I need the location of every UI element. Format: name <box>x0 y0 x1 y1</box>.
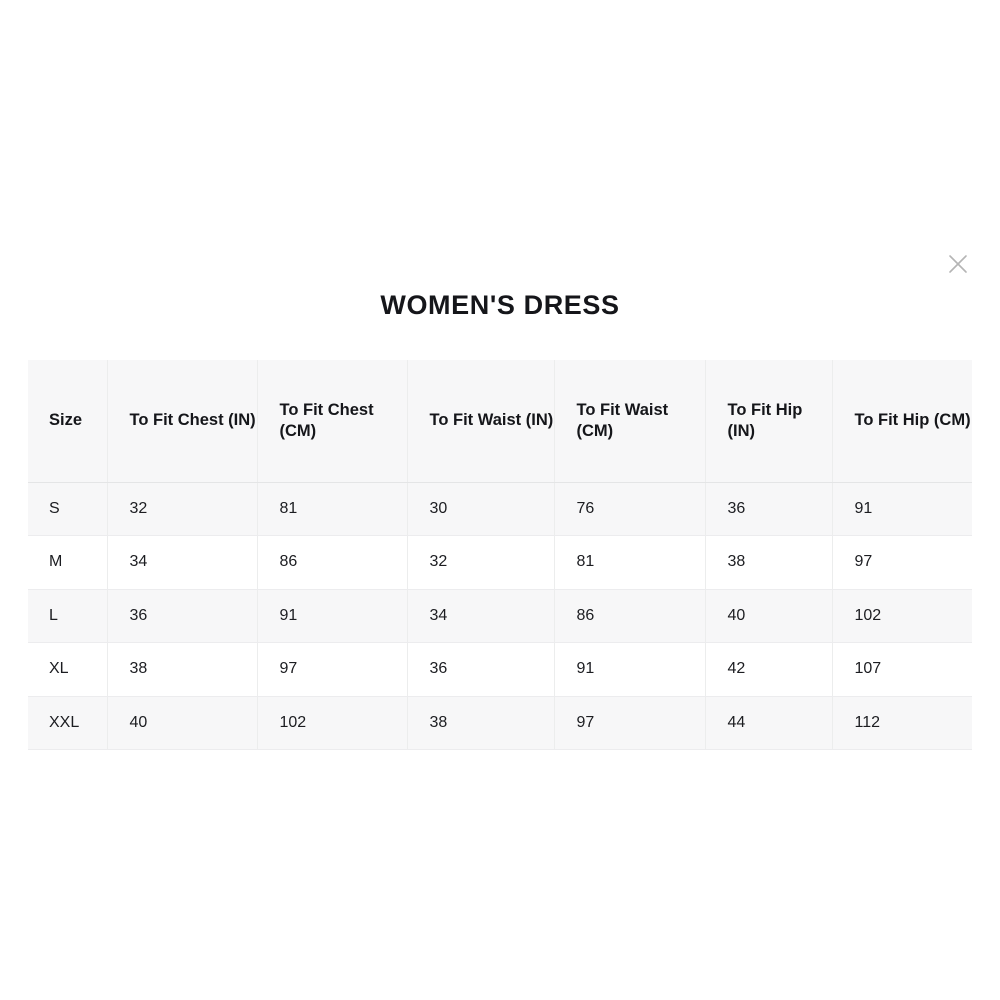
size-chart-table: Size To Fit Chest (IN) To Fit Chest (CM)… <box>28 360 972 750</box>
cell-chest-cm: 81 <box>257 482 408 536</box>
cell-chest-cm: 97 <box>257 642 408 697</box>
cell-hip-cm: 102 <box>832 589 972 643</box>
cell-hip-cm: 91 <box>832 482 972 536</box>
cell-waist-cm: 81 <box>554 535 706 590</box>
column-header-chest-in: To Fit Chest (IN) <box>107 360 258 483</box>
table-row: M 34 86 32 81 38 97 <box>28 535 972 590</box>
cell-chest-in: 32 <box>107 482 258 536</box>
cell-hip-cm: 97 <box>832 535 972 590</box>
cell-waist-cm: 86 <box>554 589 706 643</box>
column-header-waist-in: To Fit Waist (IN) <box>407 360 555 483</box>
cell-waist-cm: 76 <box>554 482 706 536</box>
cell-hip-cm: 107 <box>832 642 972 697</box>
cell-waist-in: 36 <box>407 642 555 697</box>
cell-size: S <box>28 482 108 536</box>
cell-chest-cm: 102 <box>257 696 408 750</box>
page-title: WOMEN'S DRESS <box>380 290 620 320</box>
cell-hip-cm: 112 <box>832 696 972 750</box>
table-row: XL 38 97 36 91 42 107 <box>28 642 972 697</box>
column-header-chest-cm: To Fit Chest (CM) <box>257 360 408 483</box>
close-icon[interactable] <box>940 246 976 282</box>
cell-size: L <box>28 589 108 643</box>
table-row: XXL 40 102 38 97 44 112 <box>28 696 972 750</box>
cell-hip-in: 44 <box>705 696 833 750</box>
cell-chest-in: 40 <box>107 696 258 750</box>
column-header-waist-cm: To Fit Waist (CM) <box>554 360 706 483</box>
cell-hip-in: 38 <box>705 535 833 590</box>
cell-waist-in: 34 <box>407 589 555 643</box>
cell-waist-in: 32 <box>407 535 555 590</box>
cell-hip-in: 42 <box>705 642 833 697</box>
cell-size: XL <box>28 642 108 697</box>
table-header: Size To Fit Chest (IN) To Fit Chest (CM)… <box>28 360 972 483</box>
close-icon-glyph <box>949 255 967 273</box>
size-chart-table-wrapper: Size To Fit Chest (IN) To Fit Chest (CM)… <box>28 360 972 750</box>
table-row: S 32 81 30 76 36 91 <box>28 482 972 536</box>
cell-size: M <box>28 535 108 590</box>
table-row: L 36 91 34 86 40 102 <box>28 589 972 643</box>
cell-waist-cm: 91 <box>554 642 706 697</box>
cell-chest-cm: 91 <box>257 589 408 643</box>
cell-waist-in: 30 <box>407 482 555 536</box>
cell-waist-in: 38 <box>407 696 555 750</box>
cell-chest-in: 34 <box>107 535 258 590</box>
cell-chest-cm: 86 <box>257 535 408 590</box>
table-header-row: Size To Fit Chest (IN) To Fit Chest (CM)… <box>28 360 972 483</box>
cell-chest-in: 38 <box>107 642 258 697</box>
column-header-hip-cm: To Fit Hip (CM) <box>832 360 972 483</box>
column-header-size: Size <box>28 360 108 483</box>
cell-waist-cm: 97 <box>554 696 706 750</box>
cell-size: XXL <box>28 696 108 750</box>
cell-chest-in: 36 <box>107 589 258 643</box>
cell-hip-in: 36 <box>705 482 833 536</box>
table-body: S 32 81 30 76 36 91 M 34 86 32 81 38 97 <box>28 482 972 750</box>
cell-hip-in: 40 <box>705 589 833 643</box>
column-header-hip-in: To Fit Hip (IN) <box>705 360 833 483</box>
